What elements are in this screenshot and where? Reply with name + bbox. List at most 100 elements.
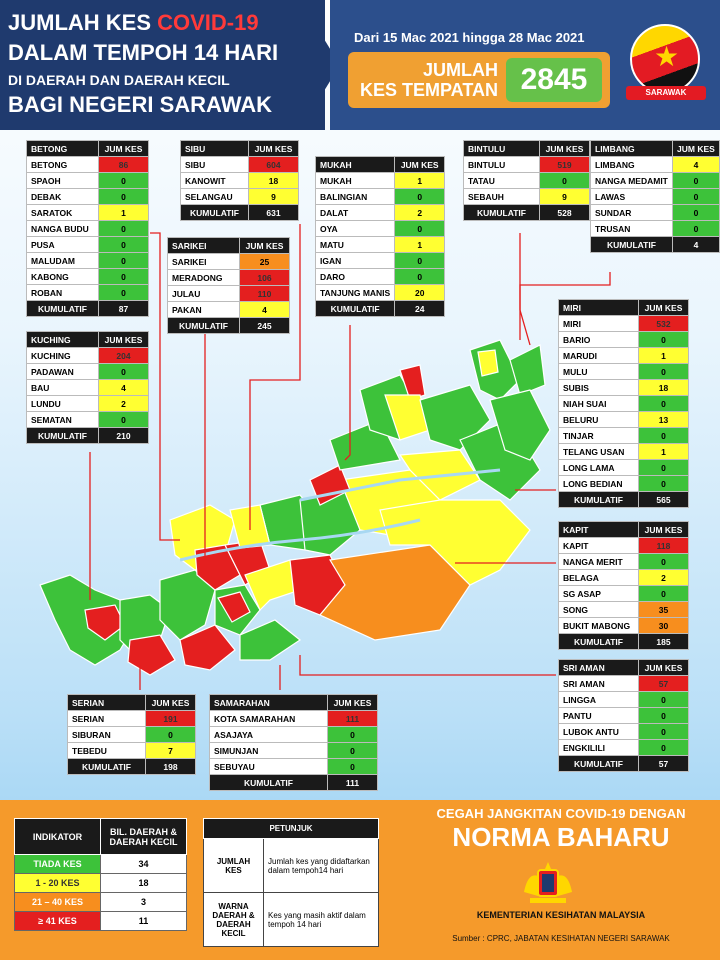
kumulatif-value: 565: [638, 491, 689, 508]
callout-line: [519, 233, 531, 346]
division-header-row: KUCHING JUM KES: [26, 331, 149, 348]
district-case-count: 0: [98, 284, 149, 301]
district-case-count: 0: [638, 553, 689, 570]
petunjuk-key: JUMLAH KES: [203, 838, 264, 893]
title-line-3: DI DAERAH DAN DAERAH KECIL: [8, 72, 230, 88]
district-row: MATU 1: [314, 236, 446, 253]
district-case-count: 9: [539, 188, 590, 205]
district-case-count: 0: [145, 726, 196, 743]
district-name: PAKAN: [167, 301, 240, 318]
indicator-rows: TIADA KES 34 1 - 20 KES 18 21 – 40 KES 3 ≥ 41 …: [14, 854, 187, 931]
district-row: SIBURAN 0: [67, 726, 196, 743]
district-name: KAPIT: [558, 537, 639, 554]
kumulatif-value: 528: [539, 204, 590, 221]
district-name: SIMUNJAN: [209, 742, 328, 759]
kumulatif-label: KUMULATIF: [590, 236, 673, 253]
total-cases-box: JUMLAH KES TEMPATAN 2845: [348, 52, 610, 108]
district-case-count: 0: [98, 236, 149, 253]
division-name: MIRI: [558, 299, 639, 316]
kumulatif-value: 185: [638, 633, 689, 650]
district-shape: [489, 389, 551, 461]
indicator-row: TIADA KES 34: [14, 854, 187, 874]
district-row: SUNDAR 0: [590, 204, 720, 221]
district-row: SIBU 604: [180, 156, 299, 173]
district-name: LAWAS: [590, 188, 673, 205]
division-header-row: SERIAN JUM KES: [67, 694, 196, 711]
river-line: [299, 468, 501, 502]
division-table-limbang: LIMBANG JUM KES LIMBANG 4 NANGA MEDAMIT 0 LAWA…: [590, 140, 720, 253]
district-case-count: 0: [638, 707, 689, 724]
flag-banner: SARAWAK: [626, 86, 706, 100]
district-row: SIMUNJAN 0: [209, 742, 378, 759]
division-header-row: SRI AMAN JUM KES: [558, 659, 689, 676]
district-case-count: 0: [638, 363, 689, 380]
district-shape: [127, 634, 176, 676]
indicator-row: 21 – 40 KES 3: [14, 892, 187, 912]
callout-line: [344, 325, 351, 461]
district-case-count: 20: [394, 284, 446, 301]
kumulatif-label: KUMULATIF: [167, 317, 240, 334]
district-case-count: 25: [239, 253, 290, 270]
kumulatif-value: 57: [638, 755, 689, 772]
district-case-count: 191: [145, 710, 196, 727]
district-row: SEBAUH 9: [463, 188, 590, 205]
district-row: PADAWAN 0: [26, 363, 149, 380]
district-case-count: 1: [394, 172, 446, 189]
district-name: LONG BEDIAN: [558, 475, 639, 492]
district-name: TELANG USAN: [558, 443, 639, 460]
district-case-count: 18: [638, 379, 689, 396]
district-shape: [179, 624, 236, 671]
petunjuk-key: WARNA DAERAH & DAERAH KECIL: [203, 892, 264, 947]
indicator-label: TIADA KES: [14, 854, 101, 874]
kumulatif-row: KUMULATIF 631: [180, 204, 299, 221]
district-shape: [509, 344, 546, 396]
kumulatif-label: KUMULATIF: [67, 758, 146, 775]
district-name: LIMBANG: [590, 156, 673, 173]
district-name: KABONG: [26, 268, 99, 285]
indicator-header: INDIKATOR: [14, 818, 101, 855]
division-name: BETONG: [26, 140, 99, 157]
district-case-count: 0: [638, 691, 689, 708]
district-case-count: 4: [98, 379, 149, 396]
district-row: KOTA SAMARAHAN 111: [209, 710, 378, 727]
district-name: OYA: [314, 220, 396, 237]
district-row: SEBUYAU 0: [209, 758, 378, 775]
kumulatif-label: KUMULATIF: [26, 300, 99, 317]
district-case-count: 0: [638, 475, 689, 492]
kumulatif-row: KUMULATIF 57: [558, 755, 689, 772]
district-row: JULAU 110: [167, 285, 290, 302]
district-row: DEBAK 0: [26, 188, 149, 205]
district-case-count: 2: [98, 395, 149, 412]
district-name: TATAU: [463, 172, 540, 189]
district-row: MERADONG 106: [167, 269, 290, 286]
district-name: TEBEDU: [67, 742, 146, 759]
kumulatif-row: KUMULATIF 4: [590, 236, 720, 253]
district-row: SONG 35: [558, 601, 689, 618]
district-case-count: 4: [671, 156, 720, 173]
norma-baharu-text: NORMA BAHARU: [452, 822, 670, 852]
kumulatif-label: KUMULATIF: [209, 774, 328, 791]
district-case-count: 0: [638, 395, 689, 412]
division-name: LIMBANG: [590, 140, 673, 157]
district-shape: [399, 364, 426, 401]
district-case-count: 13: [638, 411, 689, 428]
total-cases-value: 2845: [506, 58, 602, 102]
district-name: ROBAN: [26, 284, 99, 301]
district-name: DALAT: [314, 204, 396, 221]
district-name: LINGGA: [558, 691, 639, 708]
district-name: SG ASAP: [558, 585, 639, 602]
district-row: BINTULU 519: [463, 156, 590, 173]
kumulatif-label: KUMULATIF: [558, 491, 639, 508]
district-row: NIAH SUAI 0: [558, 395, 689, 412]
division-name: SRI AMAN: [558, 659, 639, 676]
petunjuk-row: JUMLAH KES Jumlah kes yang didaftarkan d…: [203, 838, 379, 893]
district-shape: [217, 591, 251, 623]
district-case-count: 0: [638, 427, 689, 444]
district-name: PUSA: [26, 236, 99, 253]
district-name: BINTULU: [463, 156, 540, 173]
district-case-count: 0: [394, 268, 446, 285]
indicator-label: 21 – 40 KES: [14, 892, 101, 912]
district-name: BARIO: [558, 331, 639, 348]
district-row: LUBOK ANTU 0: [558, 723, 689, 740]
district-row: TELANG USAN 1: [558, 443, 689, 460]
